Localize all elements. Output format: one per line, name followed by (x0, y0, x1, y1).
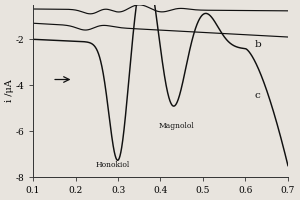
Text: Honokiol: Honokiol (96, 161, 130, 169)
Text: b: b (255, 40, 262, 49)
Y-axis label: i /μA: i /μA (5, 80, 14, 102)
Text: Magnolol: Magnolol (158, 122, 194, 130)
Text: c: c (255, 91, 261, 100)
